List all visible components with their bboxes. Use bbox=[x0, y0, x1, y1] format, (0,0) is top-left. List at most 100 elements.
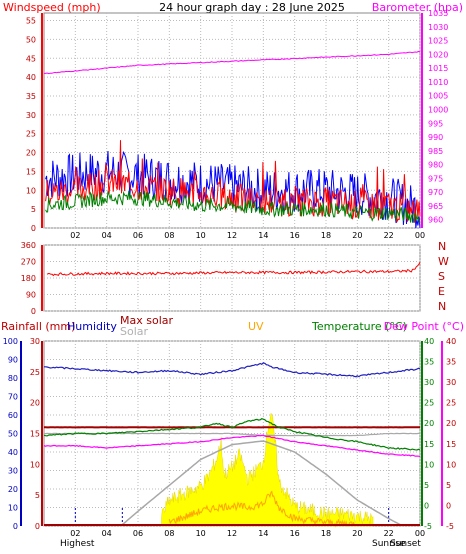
humidity-tick-label: 30 bbox=[8, 467, 18, 476]
temp-tick-label: 30 bbox=[424, 378, 434, 387]
dew-tick-label: 35 bbox=[446, 358, 456, 367]
dew-tick-label: 30 bbox=[446, 378, 456, 387]
y-right-tick-label: 970 bbox=[428, 188, 443, 197]
dew-tick-label: 10 bbox=[446, 460, 456, 469]
humidity-tick-label: 40 bbox=[8, 448, 18, 457]
y-left-tick-label: 20 bbox=[26, 149, 36, 158]
humidity-tick-label: 50 bbox=[8, 430, 18, 439]
x-tick-label: 16 bbox=[290, 231, 300, 240]
x-tick-label: 06 bbox=[133, 529, 143, 538]
dew-tick-label: 5 bbox=[446, 481, 451, 490]
dew-tick-label: 20 bbox=[446, 419, 456, 428]
temp-tick-label: 5 bbox=[424, 481, 429, 490]
legend-rainfall: Rainfall (mm) bbox=[1, 320, 75, 333]
y-left-tick-label: 0 bbox=[31, 224, 36, 233]
humidity-tick-label: 0 bbox=[13, 522, 18, 531]
direction-label: E bbox=[438, 285, 445, 298]
rain-tick-label: 0 bbox=[35, 522, 40, 531]
x-tick-label: 20 bbox=[352, 231, 362, 240]
legend-dew-point: Dew Point (°C) bbox=[384, 320, 464, 333]
y-tick-label: 270 bbox=[21, 258, 36, 267]
x-tick-label: 04 bbox=[102, 529, 112, 538]
dew-tick-label: 15 bbox=[446, 440, 456, 449]
windspeed-axis-label: Windspeed (mph) bbox=[3, 1, 101, 14]
x-tick-label: 10 bbox=[196, 529, 206, 538]
x-tick-label: 14 bbox=[258, 529, 268, 538]
y-left-tick-label: 25 bbox=[26, 130, 36, 139]
temp-tick-label: 10 bbox=[424, 460, 434, 469]
dewpoint-series-line bbox=[43, 434, 421, 457]
y-right-tick-label: 1005 bbox=[428, 92, 448, 101]
y-left-tick-label: 5 bbox=[31, 205, 36, 214]
y-right-tick-label: 965 bbox=[428, 202, 443, 211]
x-tick-label: 18 bbox=[321, 231, 331, 240]
wind-baro-panel: 02 04 06 08 10 12 14 16 18 20 22 000510152025303540… bbox=[26, 9, 449, 240]
baro-series-line bbox=[44, 50, 421, 75]
y-tick-label: 0 bbox=[31, 307, 36, 316]
humidity-tick-label: 20 bbox=[8, 485, 18, 494]
solar-curve-line bbox=[120, 440, 404, 527]
temp-tick-label: 15 bbox=[424, 440, 434, 449]
humidity-tick-label: 60 bbox=[8, 411, 18, 420]
legend-uv: UV bbox=[248, 320, 264, 333]
barometer-axis-label: Barometer (hpa) bbox=[372, 1, 463, 14]
rain-tick-label: 5 bbox=[35, 491, 40, 500]
y-left-tick-label: 45 bbox=[26, 54, 36, 63]
y-right-tick-label: 975 bbox=[428, 174, 443, 183]
y-left-tick-label: 35 bbox=[26, 92, 36, 101]
rain-tick-label: 20 bbox=[30, 399, 40, 408]
temp-tick-label: -5 bbox=[424, 522, 432, 531]
y-right-tick-label: 1030 bbox=[428, 23, 448, 32]
x-tick-label: 22 bbox=[384, 231, 394, 240]
x-tick-label: 08 bbox=[164, 231, 174, 240]
y-left-tick-label: 40 bbox=[26, 73, 36, 82]
y-right-tick-label: 1010 bbox=[428, 78, 448, 87]
x-tick-label: 04 bbox=[102, 231, 112, 240]
y-right-tick-label: 1020 bbox=[428, 50, 448, 59]
chart-title: 24 hour graph day : 28 June 2025 bbox=[159, 1, 345, 14]
x-tick-label: 22 bbox=[384, 529, 394, 538]
x-tick-label: 20 bbox=[352, 529, 362, 538]
marker-highest: Highest bbox=[60, 539, 95, 549]
marker-sunrise: Sunrise bbox=[372, 539, 406, 549]
x-tick-label: 06 bbox=[133, 231, 143, 240]
legend-humidity: Humidity bbox=[67, 320, 117, 333]
direction-series-line bbox=[46, 261, 421, 277]
legend-temperature: Temperature (°C) bbox=[311, 320, 407, 333]
temp-tick-label: 20 bbox=[424, 419, 434, 428]
direction-label: W bbox=[438, 255, 449, 268]
marker-sunset: Sunset bbox=[390, 539, 421, 549]
x-tick-label: 12 bbox=[227, 231, 237, 240]
dew-tick-label: -5 bbox=[446, 522, 454, 531]
y-left-tick-label: 15 bbox=[26, 167, 36, 176]
y-right-tick-label: 985 bbox=[428, 147, 443, 156]
gust-series-line bbox=[45, 150, 421, 229]
x-tick-label: 14 bbox=[258, 231, 268, 240]
rain-tick-label: 10 bbox=[30, 460, 40, 469]
avgwind-series-line bbox=[45, 190, 421, 224]
dew-tick-label: 40 bbox=[446, 337, 456, 346]
weather-panel: 02 04 06 08 10 12 14 16 18 20 22 000102030405060708… bbox=[3, 337, 456, 538]
y-right-tick-label: 1000 bbox=[428, 105, 448, 114]
rain-tick-label: 25 bbox=[30, 368, 40, 377]
direction-label: S bbox=[438, 270, 445, 283]
y-left-tick-label: 50 bbox=[26, 35, 36, 44]
y-right-tick-label: 980 bbox=[428, 161, 443, 170]
y-right-tick-label: 1015 bbox=[428, 64, 448, 73]
x-tick-label: 12 bbox=[227, 529, 237, 538]
y-left-tick-label: 55 bbox=[26, 17, 36, 26]
y-left-tick-label: 30 bbox=[26, 111, 36, 120]
humidity-tick-label: 10 bbox=[8, 504, 18, 513]
humidity-tick-label: 70 bbox=[8, 393, 18, 402]
dew-tick-label: 25 bbox=[446, 399, 456, 408]
legend-max-solar: Max solar bbox=[120, 314, 173, 327]
temp-tick-label: 0 bbox=[424, 501, 429, 510]
temp-tick-label: 35 bbox=[424, 358, 434, 367]
y-right-tick-label: 1025 bbox=[428, 37, 448, 46]
humidity-tick-label: 100 bbox=[3, 337, 18, 346]
direction-label: N bbox=[438, 300, 446, 313]
humidity-series-line bbox=[44, 362, 421, 378]
y-right-tick-label: 960 bbox=[428, 216, 443, 225]
solar-fill-area bbox=[161, 412, 374, 527]
